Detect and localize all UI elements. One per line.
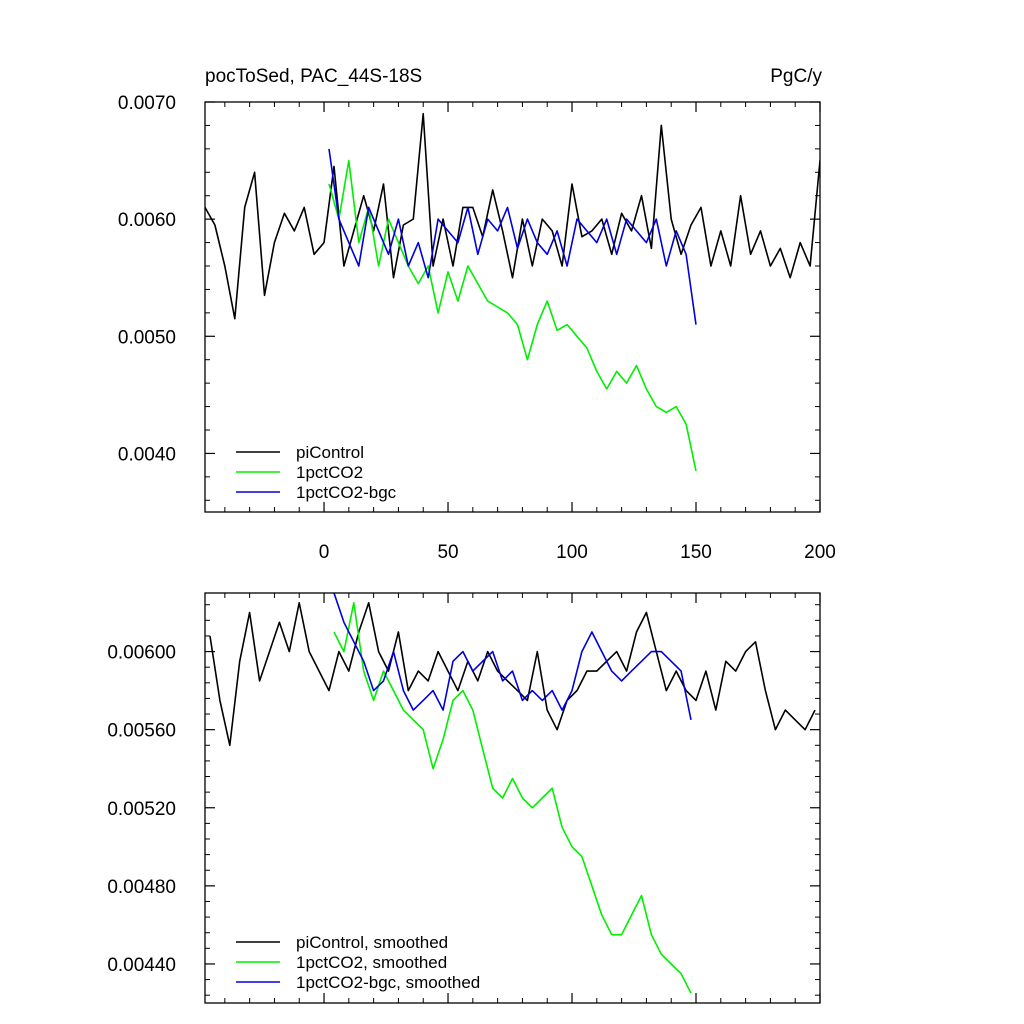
x-tick-label: 200	[804, 542, 836, 563]
series-line-2	[328, 159, 697, 472]
y-tick-label: 0.00560	[107, 721, 176, 742]
y-tick-label: 0.00480	[107, 877, 176, 898]
x-tick-label: 150	[680, 542, 712, 563]
y-tick-label: 0.00600	[107, 643, 176, 664]
bottom-panel: 0.00440 0.00480 0.00520 0.00560 0.00600 piCo…	[107, 592, 821, 1004]
top-panel: pocToSed, PAC_44S-18S PgC/y 0 50 100 150 200…	[118, 66, 836, 563]
y-tick-label: 0.0070	[118, 93, 176, 114]
series-line-3	[333, 593, 692, 721]
x-tick-label: 0	[319, 542, 330, 563]
legend-label: 1pctCO2, smoothed	[296, 953, 447, 972]
legend-label: 1pctCO2-bgc	[296, 483, 397, 502]
y-tick-label: 0.0060	[118, 210, 176, 231]
chart-title: pocToSed, PAC_44S-18S	[205, 66, 422, 87]
units-label: PgC/y	[770, 66, 822, 87]
series-line-3	[328, 148, 697, 325]
legend-label: 1pctCO2-bgc, smoothed	[296, 973, 480, 992]
series-line-1	[205, 112, 820, 320]
legend-label: piControl, smoothed	[296, 933, 448, 952]
x-tick-label: 100	[556, 542, 588, 563]
legend-label: piControl	[296, 443, 364, 462]
series-line-1	[209, 601, 816, 747]
y-tick-label: 0.00440	[107, 955, 176, 976]
plot-frame	[204, 101, 821, 513]
x-tick-label: 50	[437, 542, 458, 563]
plot-frame	[204, 592, 821, 1004]
y-tick-label: 0.00520	[107, 799, 176, 820]
y-tick-label: 0.0040	[118, 444, 176, 465]
legend-label: 1pctCO2	[296, 463, 363, 482]
series-line-2	[333, 601, 692, 994]
y-tick-label: 0.0050	[118, 327, 176, 348]
